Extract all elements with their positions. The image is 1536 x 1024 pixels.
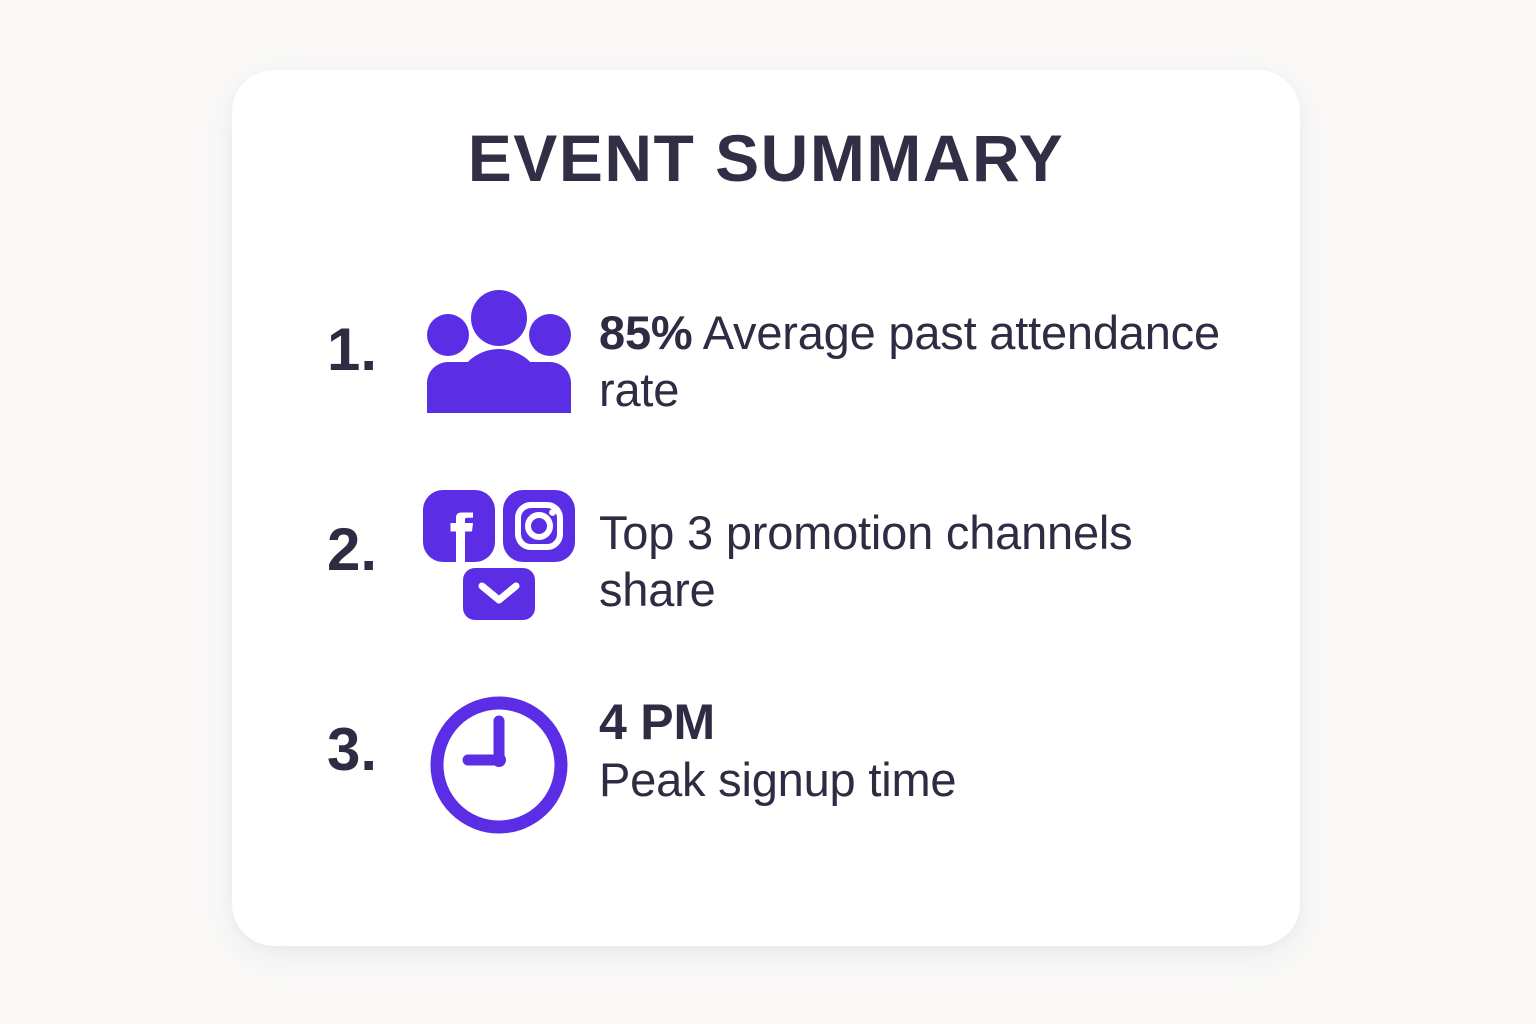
list-item-icon (399, 682, 599, 845)
list-item: 1. (327, 282, 1227, 419)
group-people-icon (419, 290, 579, 419)
stat-value: 4 PM (599, 694, 715, 750)
page-title: EVENT SUMMARY (467, 121, 1065, 195)
social-channels-icon (419, 490, 579, 636)
clock-icon (424, 690, 574, 845)
instagram-icon (503, 490, 575, 562)
list-item-text: 4 PM Peak signup time (599, 682, 1227, 808)
email-icon (463, 568, 535, 620)
list-item-icon (399, 482, 599, 636)
facebook-icon (423, 490, 495, 562)
list-item: 2. (327, 482, 1227, 636)
list-item-number: 1. (327, 316, 378, 383)
list-item-text: Top 3 promotion channels share (599, 506, 1133, 617)
list-item: 3. 4 PM Peak signup time (327, 682, 1227, 845)
list-item-text: 85% Average past attendance rate (599, 282, 1227, 419)
list-item-number: 3. (327, 716, 378, 783)
list-item-number: 2. (327, 516, 378, 583)
list-item-icon (399, 282, 599, 419)
stat-value: 85% (599, 306, 693, 359)
stat-description: Peak signup time (599, 752, 957, 806)
event-summary-card: EVENT SUMMARY 1. (232, 70, 1300, 946)
stat-description: Average past attendance rate (599, 306, 1220, 417)
